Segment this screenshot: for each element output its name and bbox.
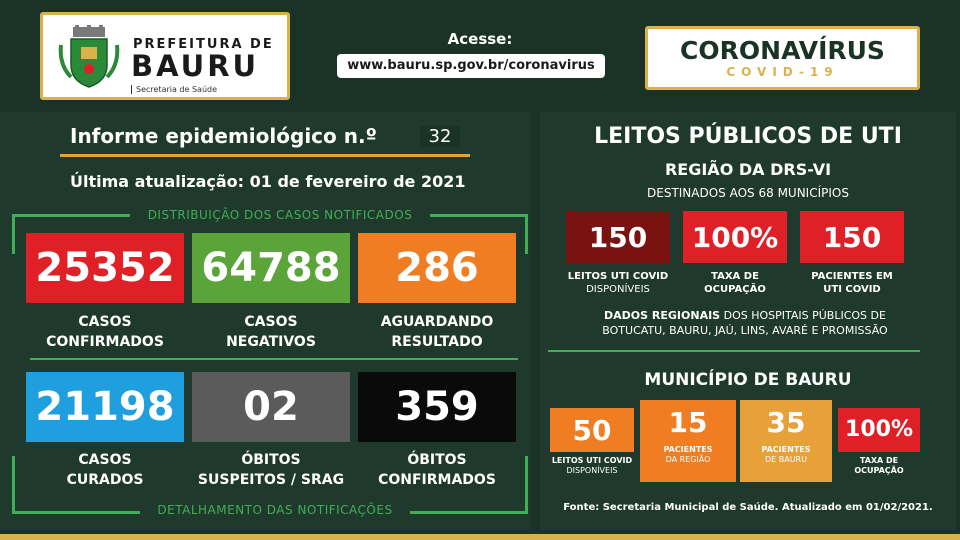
confirmed-deaths-box: 359 <box>358 372 516 442</box>
city-local-patients-label-2: DE BAURU <box>764 455 807 464</box>
city-occupancy-label-2: OCUPAÇÃO <box>854 466 904 475</box>
informe-number: 32 <box>420 126 460 147</box>
awaiting-result-value: 286 <box>395 245 479 291</box>
confirmed-cases-label-2: CONFIRMADOS <box>46 334 164 350</box>
region-available-beds-label-2: DISPONÍVEIS <box>586 284 650 295</box>
secretaria-text: Secretaria de Saúde <box>131 85 217 94</box>
regional-data-note: DADOS REGIONAIS DOS HOSPITAIS PÚBLICOS D… <box>550 308 940 338</box>
distribution-label: DISTRIBUIÇÃO DOS CASOS NOTIFICADOS <box>130 208 430 222</box>
region-patients-label-2: UTI COVID <box>823 284 881 295</box>
cases-panel <box>0 112 530 530</box>
icu-beds-title: LEITOS PÚBLICOS DE UTI <box>594 124 902 149</box>
regional-data-rest2: BOTUCATU, BAURU, JAÚ, LINS, AVARÉ E PROM… <box>602 324 888 337</box>
region-occupancy-label-2: OCUPAÇÃO <box>704 284 766 295</box>
region-occupancy-label: TAXA DE OCUPAÇÃO <box>673 270 797 296</box>
covid19-subtitle: COVID-19 <box>726 65 839 79</box>
city-available-beds-label: LEITOS UTI COVID DISPONÍVEIS <box>540 456 644 476</box>
confirmed-cases-label: CASOS CONFIRMADOS <box>26 312 184 352</box>
suspected-deaths-label-2: SUSPEITOS / SRAG <box>197 472 345 488</box>
bauru-crest-icon <box>58 25 120 88</box>
source-note: Fonte: Secretaria Municipal de Saúde. At… <box>563 502 933 513</box>
city-occupancy-label-1: TAXA DE <box>859 456 899 465</box>
suspected-deaths-label: ÓBITOS SUSPEITOS / SRAG <box>192 450 350 490</box>
informe-underline <box>60 154 470 157</box>
awaiting-result-label-2: RESULTADO <box>391 334 483 350</box>
details-label: DETALHAMENTO DAS NOTIFICAÇÕES <box>140 503 410 517</box>
awaiting-result-box: 286 <box>358 233 516 303</box>
region-patients-value: 150 <box>822 220 882 254</box>
region-patients-label: PACIENTES EM UTI COVID <box>790 270 914 296</box>
cases-divider <box>30 358 518 360</box>
city-local-patients-label: PACIENTES DE BAURU <box>761 445 810 465</box>
confirmed-deaths-label: ÓBITOS CONFIRMADOS <box>358 450 516 490</box>
city-available-beds-label-2: DISPONÍVEIS <box>566 466 618 475</box>
municipality-title: MUNICÍPIO DE BAURU <box>644 370 852 390</box>
suspected-deaths-label-1: ÓBITOS <box>241 452 301 468</box>
confirmed-cases-value: 25352 <box>35 245 175 291</box>
informe-title: Informe epidemiológico n.º <box>70 124 377 148</box>
confirmed-deaths-label-2: CONFIRMADOS <box>378 472 496 488</box>
recovered-cases-label: CASOS CURADOS <box>26 450 184 490</box>
region-patients-label-1: PACIENTES EM <box>811 271 893 282</box>
awaiting-result-label-1: AGUARDANDO <box>380 314 494 330</box>
confirmed-deaths-label-1: ÓBITOS <box>407 452 467 468</box>
confirmed-cases-label-1: CASOS <box>78 314 132 330</box>
city-occupancy-box: 100% <box>838 408 920 452</box>
city-available-beds-label-1: LEITOS UTI COVID <box>551 456 633 465</box>
negative-cases-label: CASOS NEGATIVOS <box>192 312 350 352</box>
negative-cases-label-1: CASOS <box>244 314 298 330</box>
region-occupancy-label-1: TAXA DE <box>711 271 759 282</box>
suspected-deaths-value: 02 <box>243 384 299 430</box>
suspected-deaths-box: 02 <box>192 372 350 442</box>
city-region-patients-value: 15 <box>668 406 708 439</box>
acesse-label: Acesse: <box>447 30 513 48</box>
recovered-cases-label-2: CURADOS <box>66 472 144 488</box>
coronavirus-badge: CORONAVÍRUS COVID-19 <box>645 26 920 90</box>
city-local-patients-label-1: PACIENTES <box>761 445 811 454</box>
recovered-cases-value: 21198 <box>35 384 175 430</box>
acesse-url-link[interactable]: www.bauru.sp.gov.br/coronavirus <box>337 54 605 78</box>
city-region-patients-label-1: PACIENTES <box>663 445 713 454</box>
bottom-gold-bar <box>0 534 960 540</box>
city-local-patients-box: 35 PACIENTES DE BAURU <box>740 400 832 482</box>
prefeitura-logo-card: PREFEITURA DE BAURU Secretaria de Saúde <box>40 12 290 100</box>
region-occupancy-value: 100% <box>691 220 779 254</box>
recovered-cases-box: 21198 <box>26 372 184 442</box>
region-patients-box: 150 <box>800 211 904 263</box>
city-occupancy-label: TAXA DE OCUPAÇÃO <box>828 456 930 476</box>
recovered-cases-label-1: CASOS <box>78 452 132 468</box>
icu-divider <box>548 350 920 352</box>
region-available-beds-label-1: LEITOS UTI COVID <box>567 271 669 282</box>
confirmed-deaths-value: 359 <box>395 384 479 430</box>
city-region-patients-box: 15 PACIENTES DA REGIÃO <box>640 400 736 482</box>
city-region-patients-label-2: DA REGIÃO <box>665 455 711 464</box>
city-available-beds-box: 50 <box>550 408 634 452</box>
region-available-beds-box: 150 <box>566 211 670 263</box>
region-available-beds-label: LEITOS UTI COVID DISPONÍVEIS <box>556 270 680 296</box>
regional-data-rest1: DOS HOSPITAIS PÚBLICOS DE <box>720 309 886 322</box>
municipalities-text: DESTINADOS AOS 68 MUNICÍPIOS <box>647 186 849 200</box>
last-update-text: Última atualização: 01 de fevereiro de 2… <box>70 172 466 191</box>
negative-cases-box: 64788 <box>192 233 350 303</box>
coronavirus-title: CORONAVÍRUS <box>680 36 885 65</box>
negative-cases-label-2: NEGATIVOS <box>226 334 316 350</box>
city-available-beds-value: 50 <box>572 414 612 447</box>
prefeitura-city-name: BAURU <box>131 49 260 83</box>
prefeitura-small-text: PREFEITURA DE <box>133 37 274 52</box>
region-title: REGIÃO DA DRS-VI <box>664 160 832 179</box>
city-local-patients-value: 35 <box>766 406 806 439</box>
region-occupancy-box: 100% <box>683 211 787 263</box>
city-region-patients-label: PACIENTES DA REGIÃO <box>663 445 712 465</box>
awaiting-result-label: AGUARDANDO RESULTADO <box>358 312 516 352</box>
confirmed-cases-box: 25352 <box>26 233 184 303</box>
region-available-beds-value: 150 <box>588 220 648 254</box>
regional-data-bold: DADOS REGIONAIS <box>604 309 721 322</box>
negative-cases-value: 64788 <box>201 245 341 291</box>
city-occupancy-value: 100% <box>845 417 913 442</box>
